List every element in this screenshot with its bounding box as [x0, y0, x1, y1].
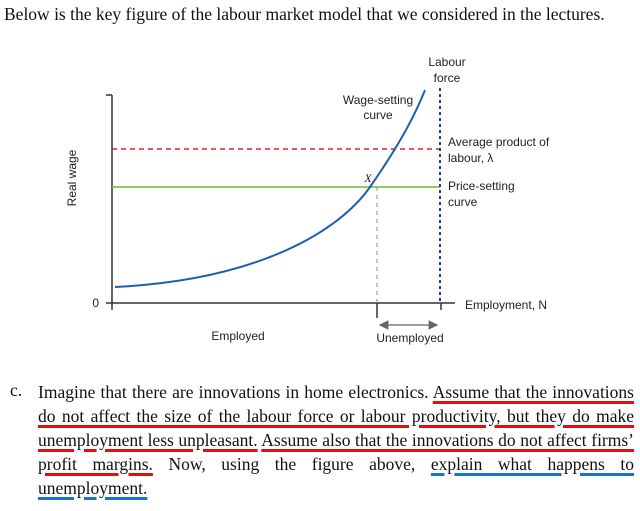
question-segment: explain what happens to unemployment.	[38, 454, 635, 498]
labour-force-label: Labour	[428, 55, 465, 69]
figure: Real wage 0 Employment, N Labour force W…	[65, 55, 550, 345]
question-segment: Imagine that there are innovations in ho…	[38, 382, 429, 402]
employed-label: Employed	[211, 329, 264, 343]
price-setting-label: curve	[448, 195, 478, 209]
question-segment: Assume also that the innovations do not …	[38, 430, 635, 474]
labour-force-label: force	[434, 71, 461, 85]
wage-setting-curve	[114, 89, 426, 288]
question-segment: Now, using the figure above,	[168, 454, 416, 474]
y-axis-label: Real wage	[65, 149, 79, 206]
question-segment: Assume that the innovations do not affec…	[38, 382, 634, 450]
question-label: c.	[10, 380, 23, 400]
average-product-label: labour, λ	[448, 151, 493, 165]
unemployed-label: Unemployed	[376, 331, 443, 345]
point-label: X	[363, 171, 372, 185]
average-product-label: Average product of	[448, 135, 550, 149]
intro-text: Below is the key figure of the labour ma…	[4, 4, 605, 24]
x-axis-label: Employment, N	[465, 298, 547, 312]
origin-label: 0	[92, 296, 99, 310]
wage-setting-label: curve	[363, 108, 393, 122]
price-setting-label: Price-setting	[448, 179, 515, 193]
question-text: Imagine that there are innovations in ho…	[38, 380, 634, 500]
wage-setting-label: Wage-setting	[343, 93, 413, 107]
